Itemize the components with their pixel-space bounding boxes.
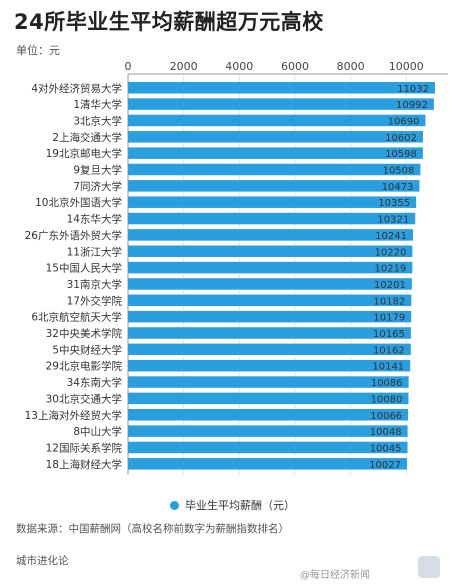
value-label: 10141 xyxy=(372,362,404,373)
value-label: 10066 xyxy=(370,411,402,422)
chart-title: 24所毕业生平均薪酬超万元高校 xyxy=(14,10,324,34)
category-label: 6北京航空航天大学 xyxy=(31,311,122,324)
bar xyxy=(128,163,421,176)
x-tick-label: 6000 xyxy=(281,60,309,73)
bar xyxy=(128,458,408,470)
value-label: 10992 xyxy=(396,100,428,111)
bar xyxy=(128,196,417,208)
category-label: 7同济大学 xyxy=(73,180,122,193)
value-label: 10027 xyxy=(369,460,401,471)
unit-label: 单位：元 xyxy=(16,44,60,57)
bar xyxy=(128,212,416,225)
bar xyxy=(128,147,423,159)
category-label: 10北京外国语大学 xyxy=(35,196,122,209)
category-label: 2上海交通大学 xyxy=(52,131,122,144)
value-label: 11032 xyxy=(397,84,429,95)
bar xyxy=(128,441,408,454)
x-tick-label: 8000 xyxy=(337,60,365,73)
bar xyxy=(128,245,413,257)
bar xyxy=(128,392,409,405)
x-tick-label: 2000 xyxy=(170,60,198,73)
bar xyxy=(128,310,412,323)
value-label: 10508 xyxy=(383,166,415,177)
weibo-watermark: @每日经济新闻 xyxy=(300,570,370,581)
value-label: 10086 xyxy=(371,378,403,389)
bar xyxy=(128,180,420,192)
app-logo-icon xyxy=(418,556,440,578)
bar xyxy=(128,82,435,94)
legend-marker xyxy=(170,500,179,510)
value-label: 10080 xyxy=(371,394,403,405)
bar xyxy=(128,98,434,110)
bar xyxy=(128,278,412,290)
category-label: 14东华大学 xyxy=(67,213,122,226)
category-label: 29北京电影学院 xyxy=(46,360,123,373)
x-tick-label: 0 xyxy=(125,60,132,73)
category-label: 17外交学院 xyxy=(67,294,123,307)
category-label: 9复旦大学 xyxy=(73,164,122,177)
value-label: 10321 xyxy=(377,215,409,226)
category-label: 31南京大学 xyxy=(67,278,122,291)
x-tick-label: 10000 xyxy=(389,60,424,73)
legend-label: 毕业生平均薪酬（元） xyxy=(185,499,295,512)
category-label: 13上海对外经贸大学 xyxy=(25,409,122,422)
category-label: 30北京交通大学 xyxy=(46,392,122,405)
category-label: 11浙江大学 xyxy=(67,245,122,258)
bar xyxy=(128,359,411,372)
value-label: 10220 xyxy=(375,247,407,258)
legend: 毕业生平均薪酬（元） xyxy=(170,497,295,513)
value-label: 10045 xyxy=(370,443,402,454)
category-label: 34东南大学 xyxy=(67,376,122,389)
value-label: 10602 xyxy=(385,133,417,144)
bar xyxy=(128,114,426,127)
bar xyxy=(128,131,424,143)
value-label: 10690 xyxy=(388,116,420,127)
category-label: 4对外经济贸易大学 xyxy=(31,82,122,95)
bar xyxy=(128,343,411,356)
bar xyxy=(128,327,411,339)
value-label: 10182 xyxy=(374,296,406,307)
value-label: 10219 xyxy=(375,264,407,275)
category-label: 8中山大学 xyxy=(73,425,122,438)
value-label: 10179 xyxy=(373,313,405,324)
category-label: 15中国人民大学 xyxy=(46,262,122,275)
bar xyxy=(128,376,409,388)
value-label: 10048 xyxy=(370,427,402,438)
value-label: 10241 xyxy=(375,231,407,242)
category-label: 1清华大学 xyxy=(73,98,122,111)
value-label: 10473 xyxy=(382,182,414,193)
category-label: 26广东外语外贸大学 xyxy=(25,229,122,242)
bar xyxy=(128,409,409,421)
bar xyxy=(128,425,408,437)
brand-label: 城市进化论 xyxy=(16,555,69,567)
value-label: 10165 xyxy=(373,329,405,340)
bar xyxy=(128,294,412,307)
value-label: 10598 xyxy=(385,149,417,160)
bar xyxy=(128,229,413,241)
data-source-note: 数据来源：中国薪酬网（高校名称前数字为薪酬指数排名） xyxy=(16,523,289,535)
category-label: 32中央美术学院 xyxy=(46,327,123,340)
category-label: 18上海财经大学 xyxy=(46,458,122,471)
category-label: 12国际关系学院 xyxy=(46,441,123,454)
x-tick-label: 4000 xyxy=(225,60,253,73)
category-label: 19北京邮电大学 xyxy=(46,147,122,160)
category-label: 3北京大学 xyxy=(73,114,122,127)
category-label: 5中央财经大学 xyxy=(52,343,122,356)
value-label: 10201 xyxy=(374,280,406,291)
bar xyxy=(128,261,413,274)
value-label: 10162 xyxy=(373,345,405,356)
salary-bar-chart: 0 2000 4000 6000 8000 10000 4对外经济贸易大学 11032 1清华大… xyxy=(25,60,448,475)
value-label: 10355 xyxy=(378,198,410,209)
